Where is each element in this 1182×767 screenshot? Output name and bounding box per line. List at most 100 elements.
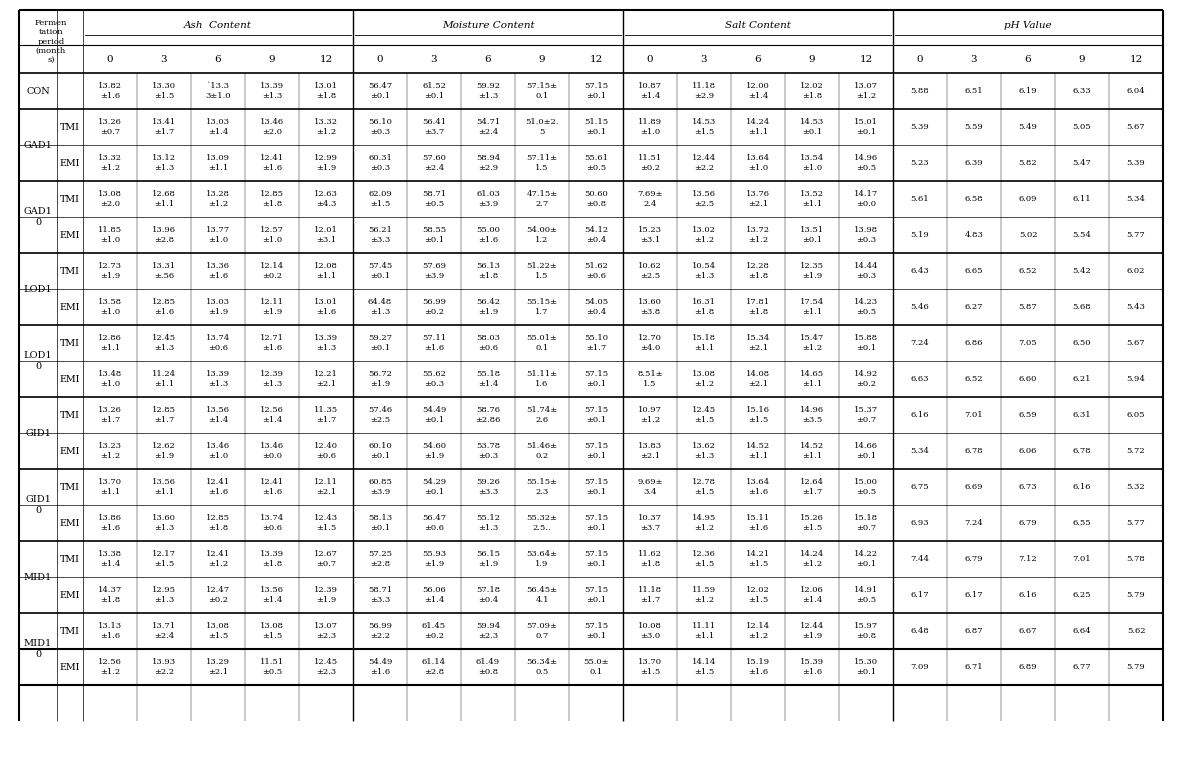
- Text: 7.01: 7.01: [1073, 555, 1091, 563]
- Text: 13.46
±0.0: 13.46 ±0.0: [260, 443, 284, 459]
- Text: 13.01
±1.6: 13.01 ±1.6: [314, 298, 338, 315]
- Text: 56.99
±2.2: 56.99 ±2.2: [368, 622, 392, 640]
- Text: 5.39: 5.39: [910, 123, 929, 131]
- Text: 13.56
±1.1: 13.56 ±1.1: [152, 479, 176, 495]
- Text: 13.32
±1.2: 13.32 ±1.2: [98, 154, 122, 172]
- Text: 12.62
±1.9: 12.62 ±1.9: [152, 443, 176, 459]
- Text: 57.46
±2.5: 57.46 ±2.5: [368, 407, 392, 423]
- Text: Ash  Content: Ash Content: [184, 21, 252, 30]
- Text: EMI: EMI: [60, 518, 80, 528]
- Text: 6.93: 6.93: [910, 519, 929, 527]
- Text: 12: 12: [859, 54, 872, 64]
- Text: 6.39: 6.39: [965, 159, 983, 167]
- Text: 6.79: 6.79: [965, 555, 983, 563]
- Text: 11.35
±1.7: 11.35 ±1.7: [314, 407, 338, 423]
- Text: MID1: MID1: [24, 572, 52, 581]
- Text: 57.15
±0.1: 57.15 ±0.1: [584, 551, 608, 568]
- Text: TMI: TMI: [60, 555, 80, 564]
- Text: 56.99
±0.2: 56.99 ±0.2: [422, 298, 446, 315]
- Text: 12.43
±1.5: 12.43 ±1.5: [314, 515, 338, 532]
- Text: 12.11
±2.1: 12.11 ±2.1: [314, 479, 338, 495]
- Text: 56.42
±1.9: 56.42 ±1.9: [476, 298, 500, 315]
- Text: 12.44
±1.9: 12.44 ±1.9: [800, 622, 824, 640]
- Text: 51.11±
1.6: 51.11± 1.6: [526, 370, 558, 387]
- Text: 6: 6: [215, 54, 221, 64]
- Text: 5.94: 5.94: [1126, 375, 1145, 383]
- Text: 5.54: 5.54: [1072, 231, 1091, 239]
- Text: 11.51
±0.2: 11.51 ±0.2: [638, 154, 662, 172]
- Text: 15.39
±1.6: 15.39 ±1.6: [800, 658, 824, 676]
- Text: 15.34
±2.1: 15.34 ±2.1: [746, 334, 771, 351]
- Text: 15.23
±3.1: 15.23 ±3.1: [638, 226, 662, 244]
- Text: 0: 0: [106, 54, 113, 64]
- Text: 59.94
±2.3: 59.94 ±2.3: [476, 622, 500, 640]
- Text: 13.64
±1.6: 13.64 ±1.6: [746, 479, 769, 495]
- Text: 11.85
±1.0: 11.85 ±1.0: [98, 226, 122, 244]
- Text: 60.31
±0.3: 60.31 ±0.3: [368, 154, 392, 172]
- Text: 14.95
±1.2: 14.95 ±1.2: [691, 515, 716, 532]
- Text: 57.45
±0.1: 57.45 ±0.1: [368, 262, 392, 280]
- Text: 12.11
±1.9: 12.11 ±1.9: [260, 298, 284, 315]
- Text: 12.14
±1.2: 12.14 ±1.2: [746, 622, 769, 640]
- Text: 9: 9: [1079, 54, 1085, 64]
- Text: 56.06
±1.4: 56.06 ±1.4: [422, 587, 446, 604]
- Text: 13.03
±1.4: 13.03 ±1.4: [206, 118, 230, 136]
- Text: 12.85
±1.6: 12.85 ±1.6: [152, 298, 176, 315]
- Text: 5.34: 5.34: [910, 447, 929, 455]
- Text: 5.02: 5.02: [1019, 231, 1038, 239]
- Text: 13.03
±1.9: 13.03 ±1.9: [206, 298, 230, 315]
- Text: 57.15
±0.1: 57.15 ±0.1: [584, 82, 608, 100]
- Text: 13.96
±2.8: 13.96 ±2.8: [152, 226, 176, 244]
- Text: 5.23: 5.23: [910, 159, 929, 167]
- Text: 6.65: 6.65: [965, 267, 983, 275]
- Text: 55.01±
0.1: 55.01± 0.1: [526, 334, 558, 351]
- Text: EMI: EMI: [60, 302, 80, 311]
- Text: 12.17
±1.5: 12.17 ±1.5: [152, 551, 176, 568]
- Text: 7.24: 7.24: [910, 339, 929, 347]
- Text: 56.47
±0.6: 56.47 ±0.6: [422, 515, 446, 532]
- Text: 56.21
±3.3: 56.21 ±3.3: [368, 226, 392, 244]
- Text: 15.19
±1.6: 15.19 ±1.6: [746, 658, 769, 676]
- Text: 0: 0: [917, 54, 923, 64]
- Text: 6.60: 6.60: [1019, 375, 1037, 383]
- Text: 59.26
±3.3: 59.26 ±3.3: [476, 479, 500, 495]
- Text: 7.12: 7.12: [1019, 555, 1038, 563]
- Text: 57.15
±0.1: 57.15 ±0.1: [584, 443, 608, 459]
- Text: TMI: TMI: [60, 627, 80, 636]
- Text: 13.54
±1.0: 13.54 ±1.0: [800, 154, 824, 172]
- Text: 5.68: 5.68: [1073, 303, 1091, 311]
- Text: 12.40
±0.6: 12.40 ±0.6: [314, 443, 338, 459]
- Text: 13.74
±0.6: 13.74 ±0.6: [206, 334, 230, 351]
- Text: 55.15±
1.7: 55.15± 1.7: [526, 298, 558, 315]
- Text: 13.39
±1.8: 13.39 ±1.8: [260, 551, 284, 568]
- Text: 6.04: 6.04: [1126, 87, 1145, 95]
- Text: 58.76
±2.86: 58.76 ±2.86: [475, 407, 501, 423]
- Text: 14.53
±1.5: 14.53 ±1.5: [691, 118, 716, 136]
- Text: 3: 3: [430, 54, 437, 64]
- Text: 6.78: 6.78: [965, 447, 983, 455]
- Text: 12.70
±4.0: 12.70 ±4.0: [638, 334, 662, 351]
- Text: LOD1
0: LOD1 0: [24, 351, 52, 370]
- Text: 13.56
±2.5: 13.56 ±2.5: [691, 190, 716, 208]
- Text: 61.14
±2.8: 61.14 ±2.8: [422, 658, 446, 676]
- Text: 12.06
±1.4: 12.06 ±1.4: [800, 587, 824, 604]
- Text: 13.60
±3.8: 13.60 ±3.8: [638, 298, 662, 315]
- Text: 5.61: 5.61: [910, 195, 929, 203]
- Text: 14.96
±3.5: 14.96 ±3.5: [800, 407, 824, 423]
- Text: 12.85
±1.8: 12.85 ±1.8: [206, 515, 230, 532]
- Text: 17.54
±1.1: 17.54 ±1.1: [800, 298, 824, 315]
- Text: 61.45
±0.2: 61.45 ±0.2: [422, 622, 446, 640]
- Text: 15.37
±0.7: 15.37 ±0.7: [853, 407, 878, 423]
- Text: 5.43: 5.43: [1126, 303, 1145, 311]
- Text: 13.07
±2.3: 13.07 ±2.3: [314, 622, 338, 640]
- Text: 13.83
±2.1: 13.83 ±2.1: [638, 443, 662, 459]
- Text: 5.72: 5.72: [1126, 447, 1145, 455]
- Text: 5.88: 5.88: [910, 87, 929, 95]
- Text: 12.00
±1.4: 12.00 ±1.4: [746, 82, 769, 100]
- Text: 10.54
±1.3: 10.54 ±1.3: [691, 262, 716, 280]
- Text: 5.32: 5.32: [1126, 483, 1145, 491]
- Text: 51.15
±0.1: 51.15 ±0.1: [584, 118, 608, 136]
- Text: 13.52
±1.1: 13.52 ±1.1: [800, 190, 824, 208]
- Text: 4.83: 4.83: [965, 231, 983, 239]
- Text: 57.18
±0.4: 57.18 ±0.4: [476, 587, 500, 604]
